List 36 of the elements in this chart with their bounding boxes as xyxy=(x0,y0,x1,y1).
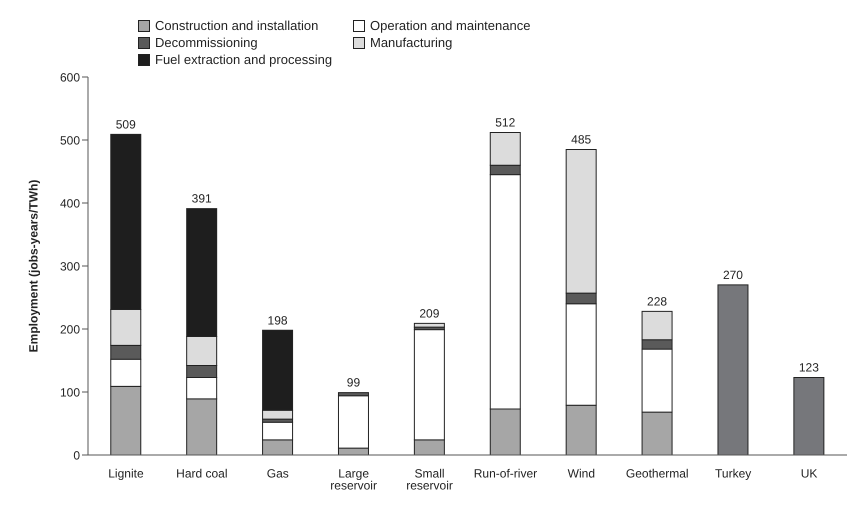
legend-label: Decommissioning xyxy=(155,35,258,50)
y-tick-label: 300 xyxy=(60,259,80,274)
y-tick-label: 500 xyxy=(60,133,80,148)
total-label: 270 xyxy=(722,268,744,282)
x-tick-label: Lignite xyxy=(108,466,144,481)
total-label: 198 xyxy=(268,313,288,328)
legend-label: Operation and maintenance xyxy=(370,18,530,33)
x-tick-label: Run-of-river xyxy=(474,466,538,481)
y-tick-label: 100 xyxy=(60,385,80,400)
x-tick-label: Wind xyxy=(568,466,596,481)
y-tick-label: 0 xyxy=(73,448,80,462)
x-tick-label: Large reservoir xyxy=(330,466,377,493)
total-label: 228 xyxy=(647,294,668,308)
total-label: 509 xyxy=(116,117,136,132)
y-tick-label: 600 xyxy=(60,70,80,84)
x-tick-label: Hard coal xyxy=(176,466,228,481)
x-tick-label: UK xyxy=(800,466,818,481)
bar xyxy=(414,322,445,328)
x-tick-label: Turkey xyxy=(715,466,752,481)
legend-label: Manufacturing xyxy=(370,35,452,50)
total-label: 512 xyxy=(495,115,516,130)
total-label: 209 xyxy=(419,306,440,320)
y-axis-title: Employment (jobs-years/TWh) xyxy=(26,180,40,352)
total-label: 485 xyxy=(571,132,592,146)
bar xyxy=(717,284,748,455)
bar xyxy=(793,377,824,455)
total-label: 123 xyxy=(798,360,820,375)
total-label: 391 xyxy=(192,192,212,206)
x-tick-label: Small reservoir xyxy=(406,466,453,493)
total-label: 99 xyxy=(346,376,360,390)
x-tick-label: Geothermal xyxy=(626,466,689,481)
legend-label: Construction and installation xyxy=(155,18,318,33)
legend-label: Fuel extraction and processing xyxy=(155,52,332,67)
y-tick-label: 200 xyxy=(60,322,80,336)
x-tick-label: Gas xyxy=(266,466,289,481)
y-tick-label: 400 xyxy=(60,196,80,210)
